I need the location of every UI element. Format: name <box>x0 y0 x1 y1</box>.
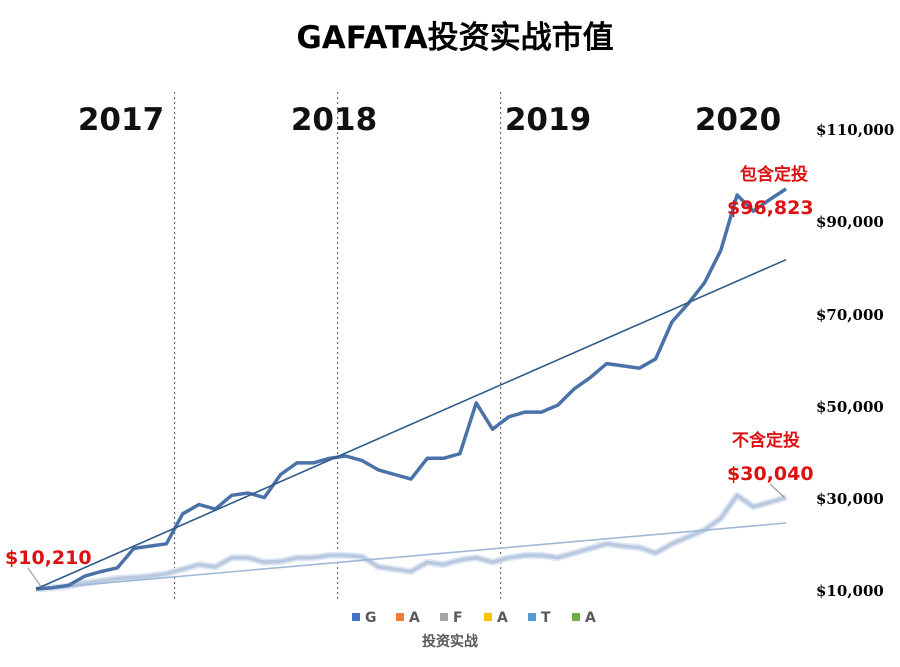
with-dca-value: $96,823 <box>727 197 814 219</box>
legend-label: A <box>409 610 420 626</box>
chart-title: GAFATA投资实战市值 <box>296 20 613 56</box>
year-label-2018: 2018 <box>291 102 377 138</box>
without-dca-leader <box>769 483 785 498</box>
with-dca-label: 包含定投 <box>740 164 808 185</box>
year-label-2019: 2019 <box>505 102 591 138</box>
legend-swatch <box>396 613 404 621</box>
start-value-label: $10,210 <box>5 547 92 569</box>
trend-line-with-dca <box>35 258 787 590</box>
year-dividers <box>174 92 502 600</box>
series-layer <box>35 187 787 593</box>
legend-swatch <box>440 613 448 621</box>
series-line-with-dca <box>35 187 787 591</box>
without-dca-value: $30,040 <box>727 463 814 485</box>
legend-swatch <box>572 613 580 621</box>
legend-swatch <box>484 613 492 621</box>
trend-line-without-dca <box>35 522 787 590</box>
without-dca-label: 不含定投 <box>732 430 800 451</box>
y-tick-label: $90,000 <box>816 213 884 231</box>
y-tick-label: $10,000 <box>816 582 884 600</box>
legend-label: A <box>497 610 508 626</box>
y-axis-ticks: $10,000 $30,000 $50,000 $70,000 $90,000 … <box>816 121 894 600</box>
legend-swatch <box>352 613 360 621</box>
annotations: $10,210 包含定投 $96,823 不含定投 $30,040 <box>5 164 814 589</box>
y-tick-label: $70,000 <box>816 306 884 324</box>
legend-label: F <box>453 610 463 626</box>
legend-label: A <box>585 610 596 626</box>
legend-swatch <box>528 613 536 621</box>
series-line-without-dca <box>35 493 787 591</box>
x-axis-label: 投资实战 <box>422 633 478 650</box>
start-value-leader <box>27 567 43 589</box>
legend-label: T <box>541 610 551 626</box>
y-tick-label: $50,000 <box>816 398 884 416</box>
y-tick-label: $30,000 <box>816 490 884 508</box>
year-label-2017: 2017 <box>78 102 164 138</box>
legend-label: G <box>365 610 377 626</box>
y-tick-label: $110,000 <box>816 121 894 139</box>
year-labels: 2017 2018 2019 2020 <box>78 102 781 138</box>
year-label-2020: 2020 <box>695 102 781 138</box>
